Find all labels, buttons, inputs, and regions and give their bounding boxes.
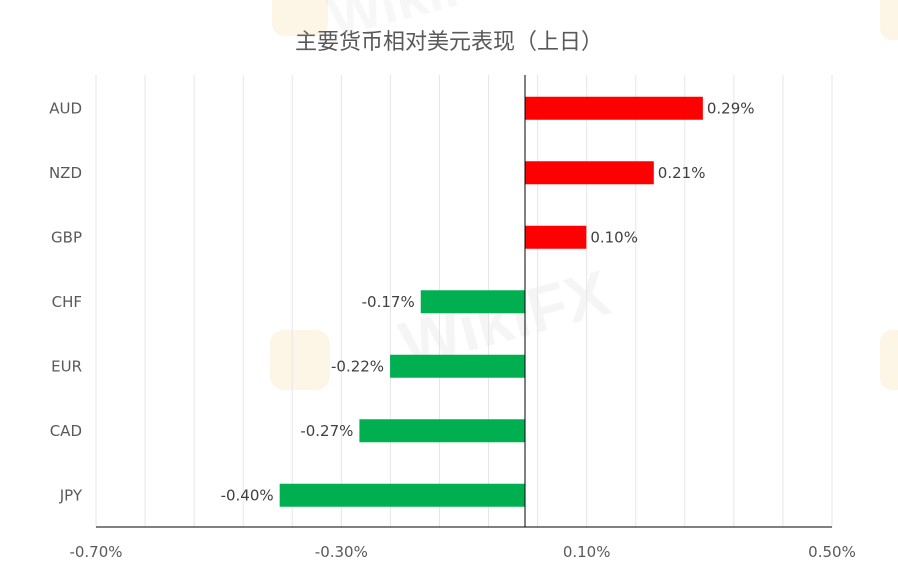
category-label: GBP	[51, 228, 82, 246]
data-label: 0.21%	[658, 164, 706, 182]
bars	[279, 96, 703, 507]
bar-cad	[359, 419, 525, 443]
chart-title: 主要货币相对美元表现（上日）	[294, 30, 603, 55]
grid-lines	[95, 75, 833, 527]
category-labels: AUD NZD GBP CHF EUR CAD JPY	[49, 99, 83, 504]
bar-eur	[390, 354, 525, 378]
bar-gbp	[525, 225, 587, 249]
data-label: -0.22%	[331, 357, 384, 375]
data-label: -0.27%	[300, 422, 353, 440]
bar-jpy	[279, 483, 525, 507]
data-labels: 0.29% 0.21% 0.10% -0.17% -0.22% -0.27% -0.40%	[221, 99, 755, 504]
x-tick-label: 0.10%	[563, 543, 611, 561]
category-label: EUR	[51, 357, 82, 375]
watermark-logo	[270, 0, 898, 390]
data-label: -0.17%	[362, 293, 415, 311]
bar-chf	[420, 290, 525, 314]
bar-aud	[525, 96, 703, 120]
data-label: 0.29%	[707, 99, 755, 117]
x-tick-label: 0.50%	[808, 543, 856, 561]
x-tick-label: -0.70%	[69, 543, 122, 561]
data-label: -0.40%	[221, 486, 274, 504]
x-tick-label: -0.30%	[315, 543, 368, 561]
category-label: CAD	[50, 422, 82, 440]
x-tick-labels: -0.70% -0.30% 0.10% 0.50%	[69, 543, 855, 561]
category-label: NZD	[49, 164, 82, 182]
bar-nzd	[525, 161, 654, 185]
category-label: AUD	[49, 99, 82, 117]
category-label: JPY	[59, 486, 83, 504]
data-label: 0.10%	[590, 228, 638, 246]
category-label: CHF	[52, 293, 82, 311]
axes	[96, 75, 832, 528]
watermark-text: WikiFX	[322, 0, 518, 49]
